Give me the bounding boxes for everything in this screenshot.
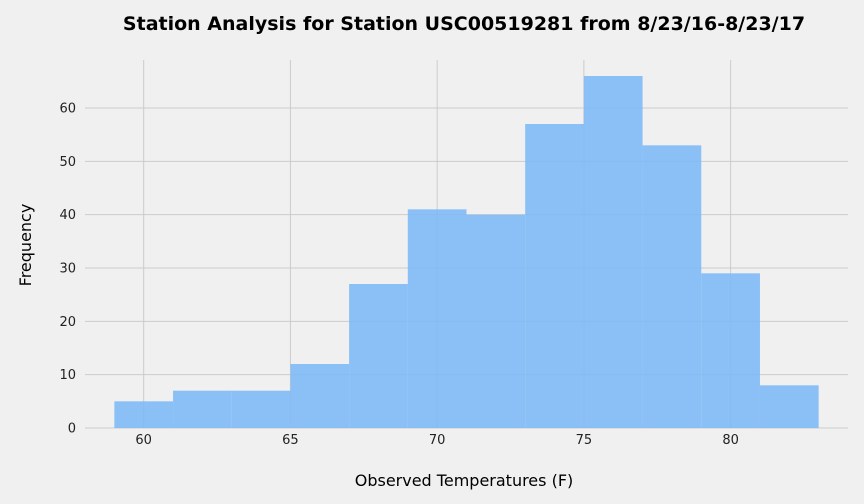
x-axis-label: Observed Temperatures (F)	[355, 471, 574, 490]
y-tick-label: 20	[59, 315, 76, 330]
histogram-bar	[583, 76, 643, 428]
histogram-bar	[173, 390, 232, 428]
bars-layer	[114, 76, 819, 429]
histogram-bar	[407, 209, 467, 428]
histogram-bar	[349, 284, 408, 428]
y-tick-label: 10	[59, 368, 76, 383]
histogram-bar	[525, 124, 584, 428]
x-tick-label: 65	[282, 433, 299, 448]
ticks-layer: 60 65 70 75 80 0 10 20 30 40 50 60	[59, 102, 738, 449]
y-tick-label: 60	[59, 102, 76, 117]
x-tick-label: 80	[722, 433, 739, 448]
y-tick-label: 30	[59, 262, 76, 277]
x-tick-label: 70	[429, 433, 446, 448]
chart-title: Station Analysis for Station USC00519281…	[123, 13, 805, 35]
y-tick-label: 0	[68, 422, 76, 437]
histogram-bar	[701, 273, 760, 428]
x-tick-label: 60	[135, 433, 152, 448]
histogram-bar	[642, 145, 702, 429]
x-tick-label: 75	[576, 433, 593, 448]
histogram-bar	[231, 390, 291, 428]
histogram-bar	[290, 364, 350, 428]
y-axis-label: Frequency	[16, 204, 35, 287]
y-tick-label: 40	[59, 208, 76, 223]
histogram-bar	[759, 385, 819, 428]
y-tick-label: 50	[59, 155, 76, 170]
histogram-bar	[114, 401, 174, 428]
histogram-bar	[466, 214, 526, 428]
